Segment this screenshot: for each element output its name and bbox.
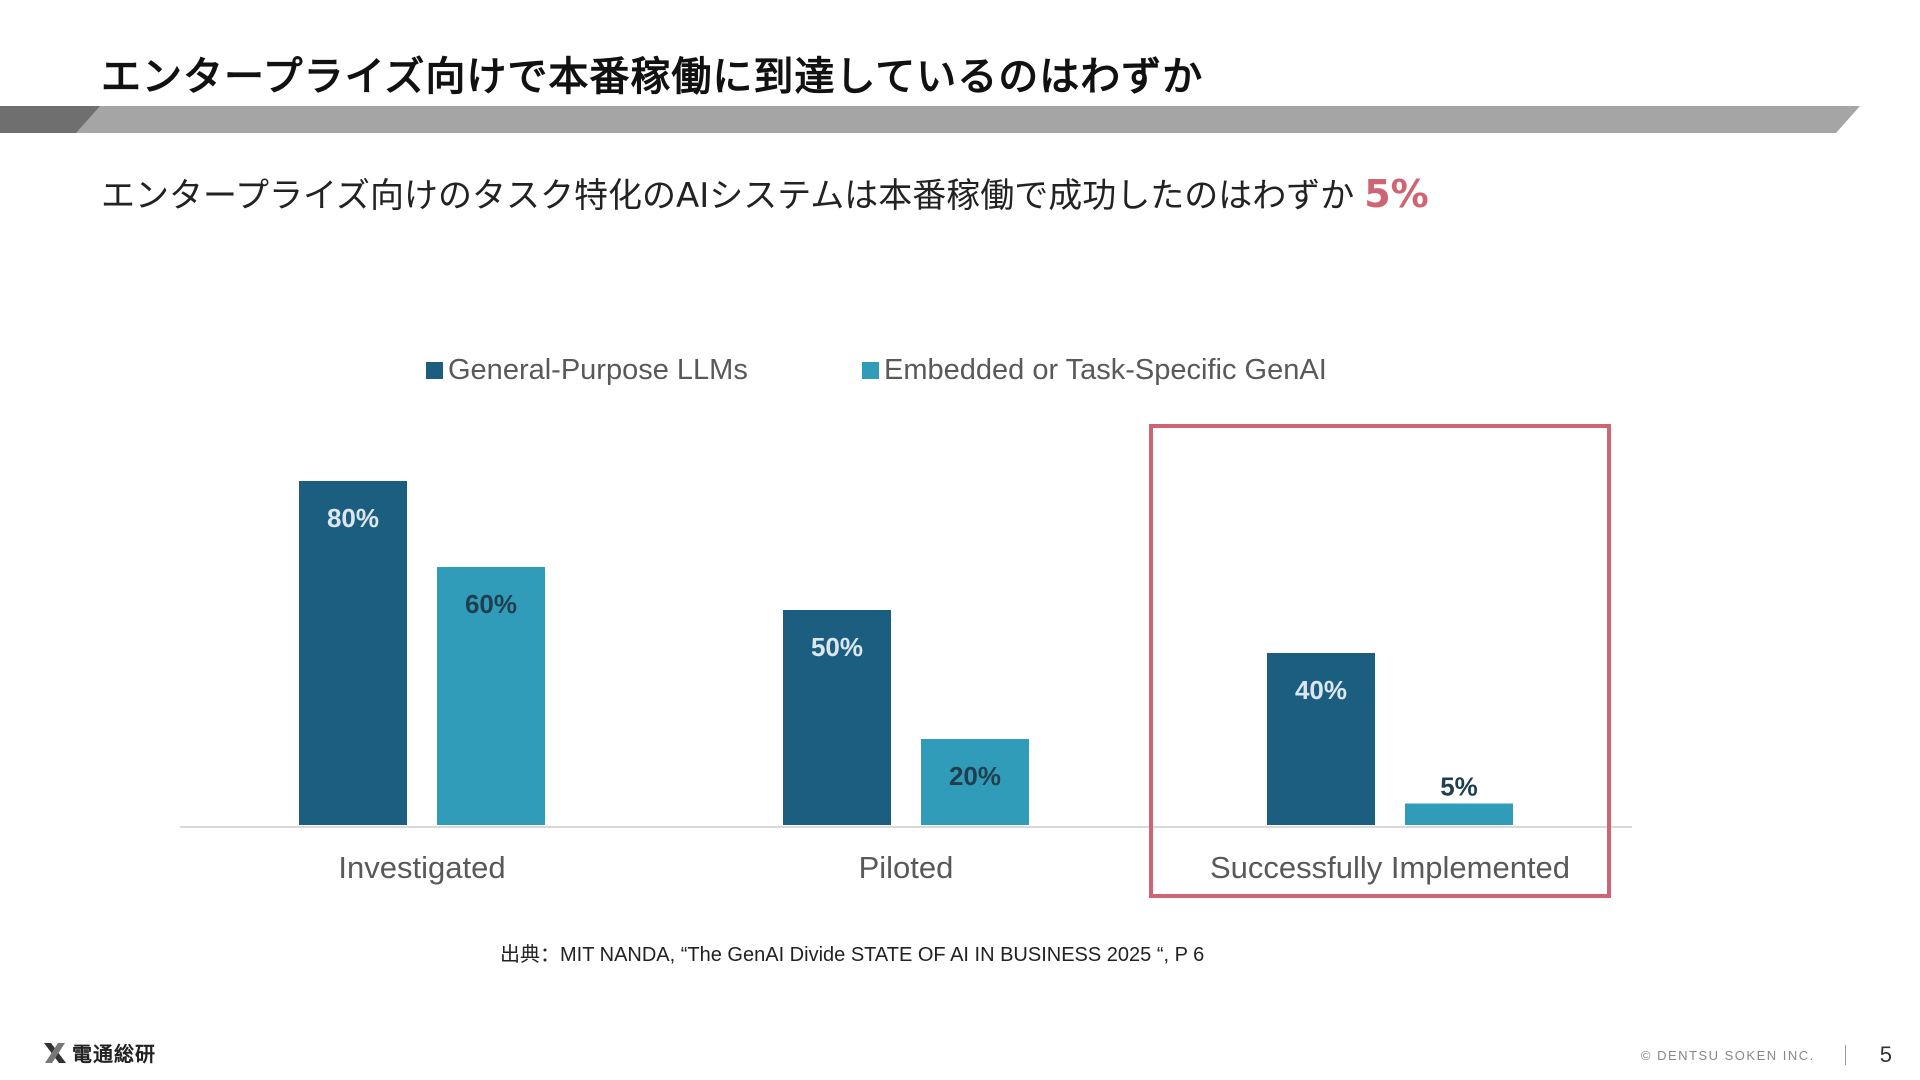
- source-citation: 出典：MIT NANDA, “The GenAI Divide STATE OF…: [500, 944, 1205, 966]
- legend-label-2: Embedded or Task-Specific GenAI: [884, 354, 1327, 386]
- data-label-1-1: 80%: [327, 503, 379, 533]
- subtitle-highlight: 5%: [1364, 172, 1429, 216]
- data-label-1-2: 50%: [811, 632, 863, 662]
- data-label-2-1: 60%: [465, 589, 517, 619]
- title-bar-dark: [0, 106, 100, 133]
- bar-2-2: [921, 739, 1029, 825]
- logo-text: 電通総研: [72, 1042, 156, 1066]
- category-label-3: Successfully Implemented: [1210, 850, 1570, 885]
- bar-1-3: [1267, 653, 1375, 825]
- bar-1-2: [783, 610, 891, 825]
- footer: © DENTSU SOKEN INC. 5: [1641, 1042, 1892, 1068]
- data-label-1-3: 40%: [1295, 675, 1347, 705]
- legend-label-1: General-Purpose LLMs: [448, 354, 748, 386]
- data-label-2-3: 5%: [1440, 772, 1478, 802]
- bar-2-3: [1405, 803, 1513, 825]
- page-number: 5: [1879, 1042, 1892, 1067]
- legend-swatch-1: [426, 362, 443, 379]
- title-bar-light: [0, 106, 1860, 133]
- title-divider-bar: [0, 106, 1860, 133]
- subtitle: エンタープライズ向けのタスク特化のAIシステムは本番稼働で成功したのはわずか 5%: [101, 168, 1429, 217]
- bar-chart: General-Purpose LLMs Embedded or Task-Spe…: [180, 354, 1632, 898]
- slide-title: エンタープライズ向けで本番稼働に到達しているのはわずか: [101, 54, 1204, 100]
- logo-mark-icon: [44, 1042, 66, 1063]
- bar-2-1: [437, 567, 545, 825]
- company-logo: 電通総研: [42, 1038, 156, 1067]
- highlight-box: [1149, 424, 1611, 898]
- category-label-2: Piloted: [859, 850, 954, 885]
- footer-separator: [1844, 1045, 1846, 1065]
- bar-1-1: [299, 481, 407, 825]
- subtitle-text: エンタープライズ向けのタスク特化のAIシステムは本番稼働で成功したのはわずか: [101, 176, 1355, 216]
- category-label-1: Investigated: [338, 850, 505, 885]
- legend-swatch-2: [862, 362, 879, 379]
- copyright: © DENTSU SOKEN INC.: [1640, 1047, 1815, 1063]
- data-label-2-2: 20%: [949, 761, 1001, 791]
